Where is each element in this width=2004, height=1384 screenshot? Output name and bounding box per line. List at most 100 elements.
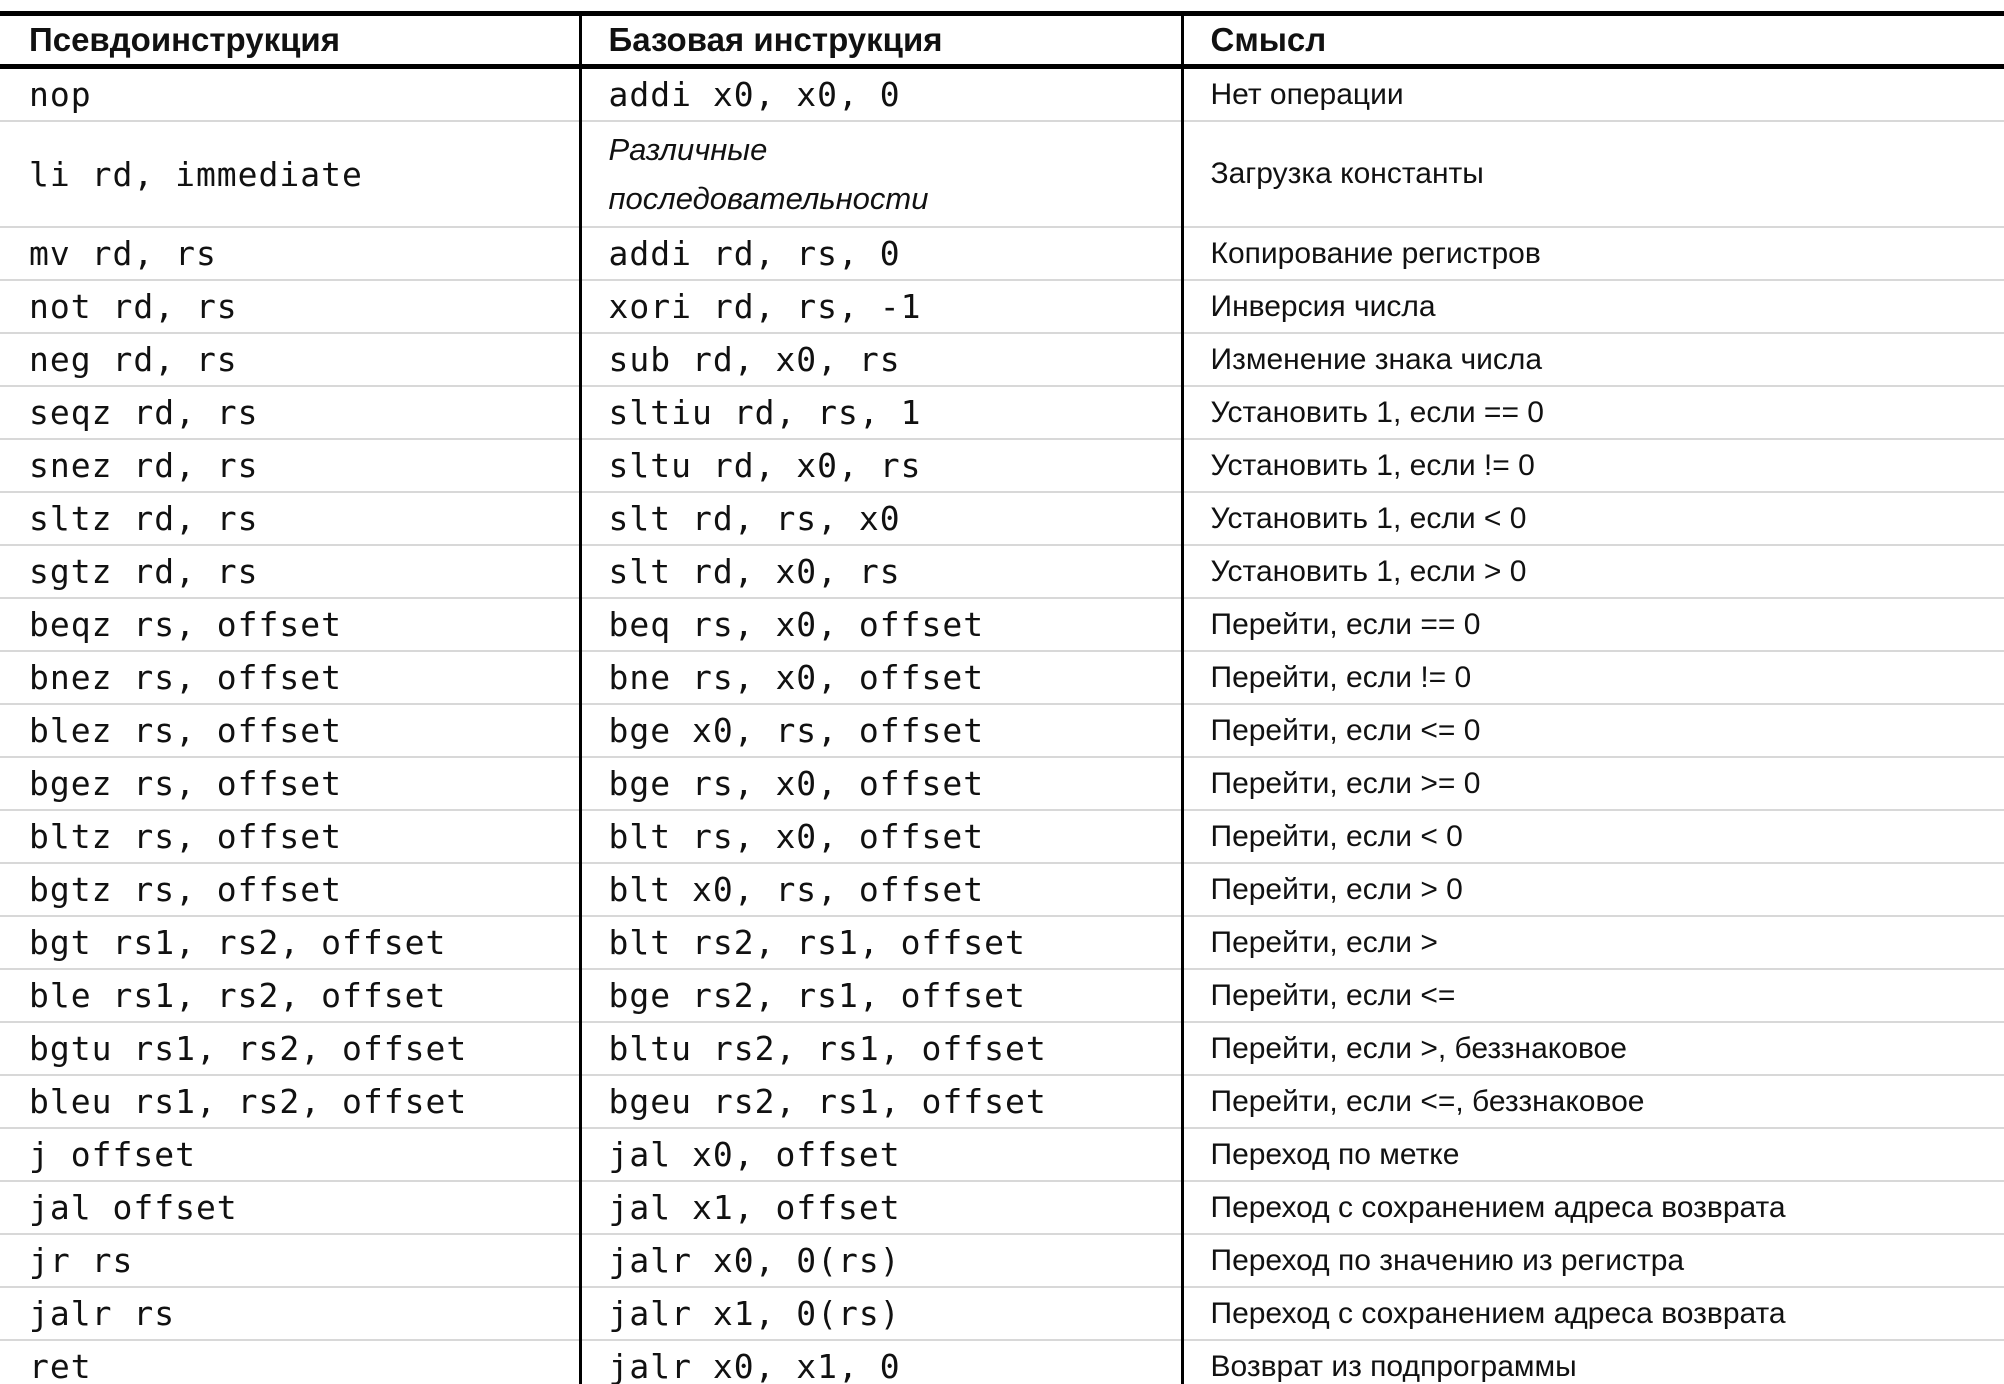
meaning-cell: Перейти, если > (1180, 915, 2004, 969)
pseudo-cell: jr rs (0, 1233, 580, 1287)
meaning-cell: Инверсия числа (1180, 279, 2004, 333)
meaning-cell: Установить 1, если == 0 (1180, 385, 2004, 439)
base-cell: addi x0, x0, 0 (578, 65, 1182, 121)
meaning-cell: Перейти, если <= (1180, 968, 2004, 1022)
table-row: bltz rs, offset blt rs, x0, offset Перей… (0, 809, 2004, 863)
pseudo-cell: bgt rs1, rs2, offset (0, 915, 580, 969)
base-cell: Различные последовательности (578, 120, 1182, 227)
pseudo-cell: jalr rs (0, 1286, 580, 1340)
pseudo-cell: j offset (0, 1127, 580, 1181)
base-cell: beq rs, x0, offset (578, 597, 1182, 651)
meaning-cell: Переход по значению из регистра (1180, 1233, 2004, 1287)
header-pseudoinstruction: Псевдоинструкция (0, 13, 580, 69)
pseudo-cell: bgez rs, offset (0, 756, 580, 810)
meaning-cell: Установить 1, если < 0 (1180, 491, 2004, 545)
base-cell: bltu rs2, rs1, offset (578, 1021, 1182, 1075)
base-cell: slt rd, rs, x0 (578, 491, 1182, 545)
meaning-cell: Перейти, если <= 0 (1180, 703, 2004, 757)
table-row: mv rd, rs addi rd, rs, 0 Копирование рег… (0, 226, 2004, 280)
meaning-cell: Переход по метке (1180, 1127, 2004, 1181)
base-cell: jal x1, offset (578, 1180, 1182, 1234)
pseudo-cell: bgtu rs1, rs2, offset (0, 1021, 580, 1075)
table-row: j offset jal x0, offset Переход по метке (0, 1127, 2004, 1181)
table-row: beqz rs, offset beq rs, x0, offset Перей… (0, 597, 2004, 651)
meaning-cell: Изменение знака числа (1180, 332, 2004, 386)
table-row: jal offset jal x1, offset Переход с сохр… (0, 1180, 2004, 1234)
meaning-cell: Возврат из подпрограммы (1180, 1339, 2004, 1384)
table-row: sltz rd, rs slt rd, rs, x0 Установить 1,… (0, 491, 2004, 545)
pseudo-cell: jal offset (0, 1180, 580, 1234)
base-cell: bge rs, x0, offset (578, 756, 1182, 810)
table-header: Псевдоинструкция Базовая инструкция Смыс… (0, 13, 2004, 69)
meaning-cell: Перейти, если >, беззнаковое (1180, 1021, 2004, 1075)
pseudo-cell: seqz rd, rs (0, 385, 580, 439)
pseudo-cell: li rd, immediate (0, 120, 580, 227)
table-row: jr rs jalr x0, 0(rs) Переход по значению… (0, 1233, 2004, 1287)
table-row: not rd, rs xori rd, rs, -1 Инверсия числ… (0, 279, 2004, 333)
base-cell: bne rs, x0, offset (578, 650, 1182, 704)
base-cell: jal x0, offset (578, 1127, 1182, 1181)
table-row: bgt rs1, rs2, offset blt rs2, rs1, offse… (0, 915, 2004, 969)
meaning-cell: Нет операции (1180, 65, 2004, 121)
meaning-cell: Перейти, если != 0 (1180, 650, 2004, 704)
base-cell: xori rd, rs, -1 (578, 279, 1182, 333)
pseudo-cell: bgtz rs, offset (0, 862, 580, 916)
meaning-cell: Копирование регистров (1180, 226, 2004, 280)
base-cell: sltu rd, x0, rs (578, 438, 1182, 492)
pseudo-cell: bltz rs, offset (0, 809, 580, 863)
base-cell: blt rs2, rs1, offset (578, 915, 1182, 969)
meaning-cell: Загрузка константы (1180, 120, 2004, 227)
table-row: bleu rs1, rs2, offset bgeu rs2, rs1, off… (0, 1074, 2004, 1128)
table-row: neg rd, rs sub rd, x0, rs Изменение знак… (0, 332, 2004, 386)
base-cell: bgeu rs2, rs1, offset (578, 1074, 1182, 1128)
table-row: ret jalr x0, x1, 0 Возврат из подпрограм… (0, 1339, 2004, 1384)
meaning-cell: Перейти, если <=, беззнаковое (1180, 1074, 2004, 1128)
pseudo-cell: sgtz rd, rs (0, 544, 580, 598)
pseudo-cell: not rd, rs (0, 279, 580, 333)
pseudo-cell: bnez rs, offset (0, 650, 580, 704)
pseudoinstruction-table: Псевдоинструкция Базовая инструкция Смыс… (0, 11, 2004, 1384)
table-row: li rd, immediate Различные последователь… (0, 120, 2004, 227)
meaning-cell: Установить 1, если != 0 (1180, 438, 2004, 492)
pseudo-cell: bleu rs1, rs2, offset (0, 1074, 580, 1128)
table-row: blez rs, offset bge x0, rs, offset Перей… (0, 703, 2004, 757)
table-body: nop addi x0, x0, 0 Нет операции li rd, i… (0, 65, 2004, 1384)
base-cell: blt rs, x0, offset (578, 809, 1182, 863)
table-row: sgtz rd, rs slt rd, x0, rs Установить 1,… (0, 544, 2004, 598)
base-cell: slt rd, x0, rs (578, 544, 1182, 598)
meaning-cell: Перейти, если == 0 (1180, 597, 2004, 651)
header-base-instruction: Базовая инструкция (578, 13, 1182, 69)
pseudo-cell: sltz rd, rs (0, 491, 580, 545)
pseudo-cell: ret (0, 1339, 580, 1384)
pseudo-cell: nop (0, 65, 580, 121)
meaning-cell: Перейти, если < 0 (1180, 809, 2004, 863)
document-page: Псевдоинструкция Базовая инструкция Смыс… (0, 11, 2004, 1384)
base-cell: jalr x0, 0(rs) (578, 1233, 1182, 1287)
pseudo-cell: ble rs1, rs2, offset (0, 968, 580, 1022)
table-row: nop addi x0, x0, 0 Нет операции (0, 65, 2004, 121)
table-row: bnez rs, offset bne rs, x0, offset Перей… (0, 650, 2004, 704)
header-meaning: Смысл (1180, 13, 2004, 69)
pseudo-cell: beqz rs, offset (0, 597, 580, 651)
table-row: seqz rd, rs sltiu rd, rs, 1 Установить 1… (0, 385, 2004, 439)
base-cell: jalr x1, 0(rs) (578, 1286, 1182, 1340)
base-cell: sub rd, x0, rs (578, 332, 1182, 386)
pseudo-cell: snez rd, rs (0, 438, 580, 492)
pseudo-cell: neg rd, rs (0, 332, 580, 386)
table-row: bgtu rs1, rs2, offset bltu rs2, rs1, off… (0, 1021, 2004, 1075)
meaning-cell: Переход с сохранением адреса возврата (1180, 1286, 2004, 1340)
base-cell: blt x0, rs, offset (578, 862, 1182, 916)
table-row: bgez rs, offset bge rs, x0, offset Перей… (0, 756, 2004, 810)
table-row: jalr rs jalr x1, 0(rs) Переход с сохране… (0, 1286, 2004, 1340)
meaning-cell: Переход с сохранением адреса возврата (1180, 1180, 2004, 1234)
base-cell: jalr x0, x1, 0 (578, 1339, 1182, 1384)
table-row: snez rd, rs sltu rd, x0, rs Установить 1… (0, 438, 2004, 492)
base-cell: addi rd, rs, 0 (578, 226, 1182, 280)
header-row: Псевдоинструкция Базовая инструкция Смыс… (0, 13, 2004, 69)
pseudo-cell: mv rd, rs (0, 226, 580, 280)
base-cell: bge rs2, rs1, offset (578, 968, 1182, 1022)
meaning-cell: Перейти, если >= 0 (1180, 756, 2004, 810)
meaning-cell: Перейти, если > 0 (1180, 862, 2004, 916)
pseudo-cell: blez rs, offset (0, 703, 580, 757)
meaning-cell: Установить 1, если > 0 (1180, 544, 2004, 598)
